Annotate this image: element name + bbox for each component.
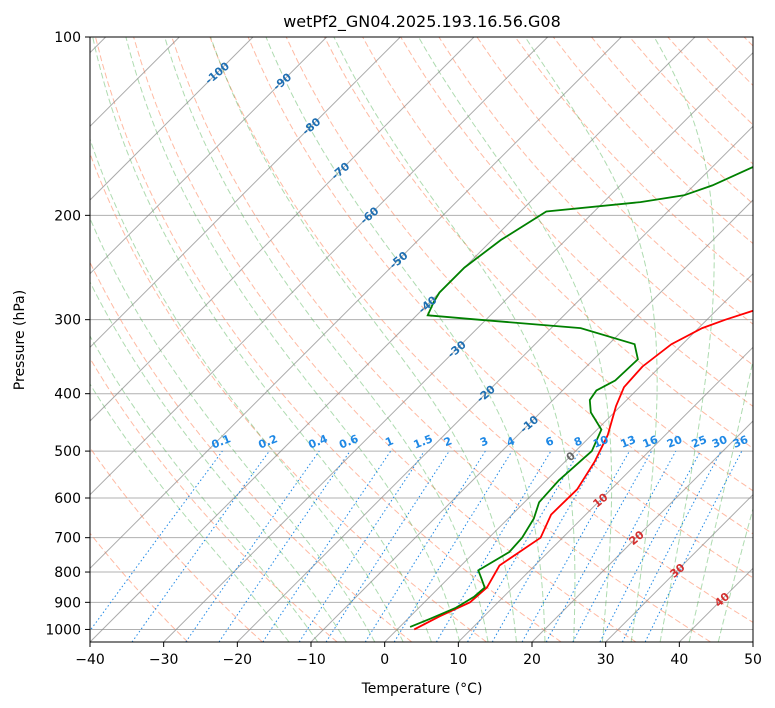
- y-tick-label: 400: [54, 387, 81, 403]
- moist-adiabat-line: [164, 37, 489, 642]
- moist-adiabat-line: [524, 37, 658, 642]
- x-axis-label: Temperature (°C): [361, 681, 483, 697]
- chart-title: wetPf2_GN04.2025.193.16.56.G08: [283, 12, 561, 32]
- mixing-ratio-label: 36: [731, 433, 750, 451]
- isotherm-line: [457, 346, 753, 642]
- moist-adiabat-line: [90, 280, 347, 642]
- y-tick-label: 600: [54, 491, 81, 507]
- dry-adiabat-line: [90, 357, 338, 642]
- mixing-ratio-label: 10: [591, 433, 610, 451]
- isotherm-line: [605, 493, 753, 642]
- mixing-ratio-line: [572, 450, 677, 642]
- y-tick-label: 1000: [45, 622, 81, 638]
- moist-adiabat-line: [210, 37, 517, 642]
- mixing-ratio-label: 25: [690, 433, 709, 451]
- isotherm-line: [90, 37, 622, 570]
- y-tick-label: 800: [54, 565, 81, 581]
- moist-adiabat-line: [333, 37, 576, 642]
- dry-adiabat-line: [514, 37, 753, 285]
- background-lines: [90, 37, 753, 642]
- mixing-ratio-line: [218, 450, 351, 642]
- moist-adiabat-line: [125, 37, 461, 642]
- x-tick-label: −20: [223, 652, 253, 668]
- dewpoint-profile: [409, 165, 753, 628]
- mixing-ratio-line: [644, 450, 743, 642]
- isotherm-line: [90, 37, 401, 349]
- mixing-ratio-label: 1: [383, 434, 395, 449]
- dry-adiabat-line: [90, 446, 263, 642]
- mixing-ratio-label: 16: [641, 433, 660, 451]
- x-tick-label: 10: [449, 652, 467, 668]
- isotherm-line: [90, 37, 475, 422]
- x-tick-label: −10: [296, 652, 326, 668]
- moist-adiabat-line: [418, 37, 613, 642]
- isotherm-line: [90, 37, 328, 275]
- moist-adiabat-line: [90, 335, 319, 642]
- x-tick-label: 20: [523, 652, 541, 668]
- mixing-ratio-label: 30: [710, 433, 729, 451]
- y-tick-label: 200: [54, 208, 81, 224]
- dry-adiabat-line: [90, 152, 487, 642]
- mixing-ratio-label: 13: [619, 433, 638, 451]
- moist-adiabat-line: [265, 37, 546, 642]
- axis-ticks: −40 −30 −20 −10 0 10 20 30 40 50 100 200 300 400 500 60…: [45, 30, 762, 668]
- mixing-ratio-line: [262, 450, 392, 642]
- mixing-ratio-line: [185, 450, 320, 642]
- dry-adiabat-line: [209, 37, 753, 623]
- moist-adiabat-line: [90, 383, 290, 642]
- temperature-profile: [413, 309, 753, 631]
- dry-adiabat-line: [400, 37, 753, 407]
- x-tick-label: 40: [670, 652, 688, 668]
- y-tick-label: 500: [54, 444, 81, 460]
- isotherm-line: [90, 37, 549, 496]
- mixing-ratio-line: [325, 450, 450, 642]
- y-tick-label: 900: [54, 595, 81, 611]
- y-axis-label: Pressure (hPa): [12, 290, 28, 390]
- isotherm-line: [310, 199, 753, 642]
- mixing-ratio-line: [521, 450, 630, 642]
- mixing-ratio-label: 20: [665, 433, 684, 451]
- mixing-ratio-line: [393, 450, 513, 642]
- x-tick-label: −30: [149, 652, 179, 668]
- dry-adiabat-line: [247, 37, 753, 579]
- mixing-ratio-line: [545, 450, 653, 642]
- moist-adiabat-line: [90, 137, 404, 642]
- isotherm-line: [163, 51, 753, 642]
- plot-frame: [89, 36, 754, 643]
- mixing-ratio-label: 8: [572, 434, 584, 449]
- isotherm-line: [90, 37, 696, 642]
- moist-adiabat-line: [653, 37, 715, 642]
- dry-adiabat-line: [171, 37, 711, 642]
- moist-adiabat-line: [92, 37, 432, 642]
- isotherm-line: [384, 272, 753, 642]
- mixing-ratio-line: [298, 450, 425, 642]
- mixing-ratio-label: 3: [478, 434, 490, 449]
- isotherm-line: [90, 37, 254, 201]
- y-tick-label: 700: [54, 531, 81, 547]
- x-tick-label: 50: [744, 652, 762, 668]
- moist-adiabat-line: [688, 358, 753, 642]
- x-tick-label: −40: [75, 652, 105, 668]
- y-tick-label: 100: [54, 30, 81, 46]
- mixing-ratio-line: [90, 450, 223, 632]
- x-tick-label: 30: [597, 652, 615, 668]
- dry-adiabat-line: [95, 37, 562, 642]
- moist-adiabat-line: [90, 217, 376, 642]
- dry-adiabat-line: [90, 532, 189, 642]
- mixing-ratio-line: [131, 450, 270, 642]
- y-tick-label: 300: [54, 313, 81, 329]
- x-tick-label: 0: [380, 652, 389, 668]
- profile-lines: [409, 165, 753, 631]
- isotherm-line: [236, 125, 753, 642]
- dry-adiabat-line: [438, 37, 753, 366]
- mixing-ratio-label: 2: [442, 434, 454, 449]
- isotherm-line: [531, 420, 753, 642]
